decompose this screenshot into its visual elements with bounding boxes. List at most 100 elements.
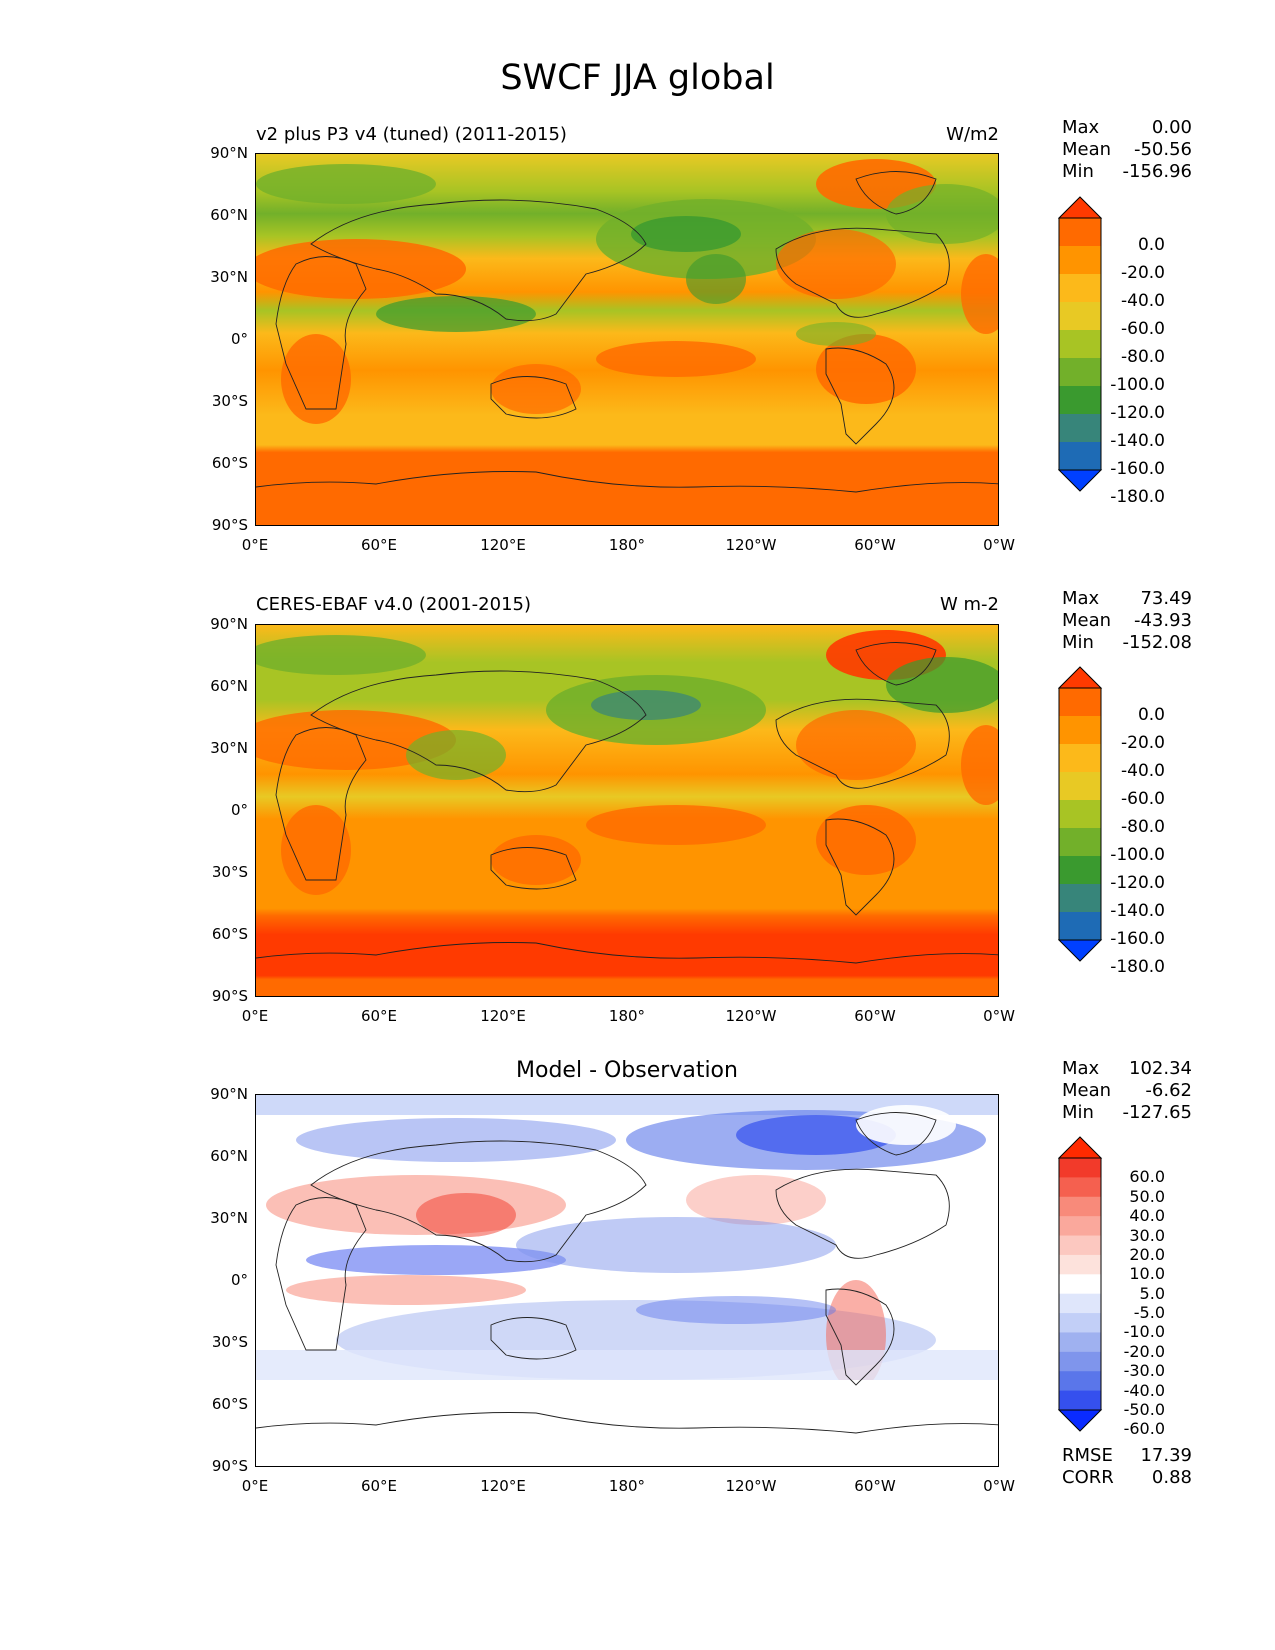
panel-3-stats: Max 102.34 Mean -6.62 Min -127.65 [1062, 1058, 1192, 1124]
colorbar-label: 40.0 [1129, 1206, 1165, 1226]
stat-key: Mean [1062, 139, 1112, 160]
lat-tick-60S: 60°S [211, 1395, 248, 1413]
colorbar-label: -180.0 [1110, 487, 1165, 507]
lon-tick-120W: 120°W [725, 1477, 777, 1495]
colorbar-label: -120.0 [1110, 403, 1165, 423]
stat-max-value: 73.49 [1140, 588, 1192, 609]
stat-key: Min [1062, 161, 1094, 182]
map-panel-obs [255, 624, 999, 997]
colorbar-label: -20.0 [1123, 1341, 1165, 1361]
lon-tick-120W: 120°W [725, 536, 777, 554]
lat-tick-30S: 30°S [211, 392, 248, 410]
lon-tick-0E: 0°E [241, 1007, 269, 1025]
lat-tick-0: 0° [230, 330, 248, 348]
lon-tick-120E: 120°E [480, 1007, 526, 1025]
colorbar-segment [1059, 1254, 1101, 1275]
coastlines [256, 1112, 998, 1434]
colorbar-label: -40.0 [1121, 291, 1165, 311]
panel-2-stats: Max 73.49 Mean -43.93 Min -152.08 [1062, 588, 1192, 654]
colorbar-segment [1059, 302, 1101, 331]
lon-tick-60W: 60°W [854, 1007, 896, 1025]
colorbar-segment [1059, 828, 1101, 857]
colorbar-segment [1059, 1235, 1101, 1256]
panel-3-extra-stats: RMSE 17.39 CORR 0.88 [1062, 1445, 1192, 1489]
colorbar-segment [1059, 1371, 1101, 1392]
colorbar-label: 30.0 [1129, 1225, 1165, 1245]
lat-tick-60N: 60°N [210, 677, 248, 695]
coastlines [256, 171, 998, 493]
colorbar-segment [1059, 386, 1101, 415]
stat-min-value: -127.65 [1122, 1102, 1192, 1123]
panel-2-title: CERES-EBAF v4.0 (2001-2015) [256, 594, 532, 615]
colorbar-label: -60.0 [1123, 1419, 1165, 1439]
lat-tick-90S: 90°S [211, 987, 248, 1005]
colorbar-label: -10.0 [1123, 1322, 1165, 1342]
stat-key: Min [1062, 1102, 1094, 1123]
colorbar-label: 20.0 [1129, 1244, 1165, 1264]
panel-1-stats: Max 0.00 Mean -50.56 Min -156.96 [1062, 117, 1192, 183]
lat-tick-60N: 60°N [210, 1147, 248, 1165]
colorbar-segment [1059, 1332, 1101, 1353]
colorbar-frame [1058, 687, 1102, 941]
lon-tick-60W: 60°W [854, 1477, 896, 1495]
colorbar-segment [1059, 246, 1101, 275]
lat-tick-60S: 60°S [211, 925, 248, 943]
lon-tick-0E: 0°E [241, 536, 269, 554]
panel-1-units: W/m2 [946, 124, 999, 145]
colorbar-segment [1059, 1351, 1101, 1372]
lat-tick-60S: 60°S [211, 454, 248, 472]
colorbar-label: -80.0 [1121, 347, 1165, 367]
colorbar-extend-top [1058, 666, 1103, 689]
colorbar-label: -140.0 [1110, 431, 1165, 451]
stat-key: Max [1062, 588, 1100, 609]
lon-tick-60W: 60°W [854, 536, 896, 554]
lat-tick-30N: 30°N [210, 268, 248, 286]
colorbar-segment [1059, 688, 1101, 717]
stat-mean-value: -43.93 [1133, 610, 1192, 631]
colorbar-segment [1059, 1390, 1101, 1411]
lon-tick-120E: 120°E [480, 536, 526, 554]
model-swcf-field [256, 154, 998, 525]
obs-swcf-field [256, 625, 998, 996]
lat-tick-90S: 90°S [211, 516, 248, 534]
lat-tick-0: 0° [230, 801, 248, 819]
colorbar-model [1058, 196, 1103, 492]
lon-tick-180: 180° [608, 1477, 646, 1495]
lon-tick-60E: 60°E [360, 1477, 398, 1495]
colorbar-segment [1059, 218, 1101, 247]
colorbar-segment [1059, 884, 1101, 913]
lon-tick-120W: 120°W [725, 1007, 777, 1025]
colorbar-label: -20.0 [1121, 733, 1165, 753]
lat-tick-30S: 30°S [211, 863, 248, 881]
colorbar-label: 50.0 [1129, 1186, 1165, 1206]
lat-tick-60N: 60°N [210, 206, 248, 224]
stat-rmse-value: 17.39 [1140, 1445, 1192, 1466]
colorbar-label: 0.0 [1137, 235, 1165, 255]
colorbar-segment [1059, 1216, 1101, 1237]
colorbar-segment [1059, 1177, 1101, 1198]
colorbar-label: -30.0 [1123, 1361, 1165, 1381]
colorbar-label: -100.0 [1110, 845, 1165, 865]
coastlines [256, 642, 998, 964]
panel-1-title: v2 plus P3 v4 (tuned) (2011-2015) [256, 124, 567, 145]
lon-tick-0W: 0°W [983, 1477, 1015, 1495]
lon-tick-180: 180° [608, 536, 646, 554]
colorbar-segment [1059, 800, 1101, 829]
lat-tick-90S: 90°S [211, 1457, 248, 1475]
colorbar-label: -160.0 [1110, 459, 1165, 479]
colorbar-label: 0.0 [1137, 705, 1165, 725]
lat-tick-0: 0° [230, 1271, 248, 1289]
stat-key: Max [1062, 117, 1100, 138]
lat-tick-90N: 90°N [210, 1085, 248, 1103]
stat-key: Min [1062, 632, 1094, 653]
lon-tick-180: 180° [608, 1007, 646, 1025]
colorbar-label: 10.0 [1129, 1264, 1165, 1284]
colorbar-label: -100.0 [1110, 375, 1165, 395]
colorbar-segment [1059, 1196, 1101, 1217]
colorbar-label: -140.0 [1110, 901, 1165, 921]
colorbar-label: 60.0 [1129, 1167, 1165, 1187]
colorbar-segment [1059, 1274, 1101, 1295]
colorbar-segment [1059, 1293, 1101, 1314]
colorbar-segment [1059, 1158, 1101, 1178]
colorbar-extend-top [1058, 1136, 1103, 1159]
